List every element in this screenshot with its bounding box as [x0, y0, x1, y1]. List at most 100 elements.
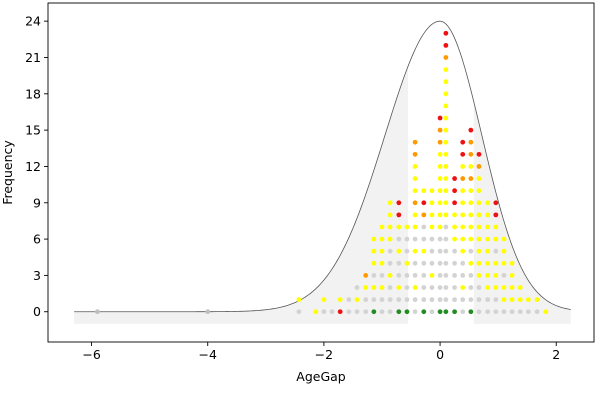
axes-layer: −6 −4 −2 0 2 0 3 6 9 12 15 18 21 24	[25, 2, 595, 362]
data-point	[354, 297, 360, 303]
data-point	[509, 260, 515, 266]
data-point	[404, 297, 410, 303]
data-point	[476, 200, 482, 206]
y-axis-label: Frequency	[0, 140, 15, 205]
data-point	[437, 164, 443, 169]
data-point	[412, 139, 418, 145]
y-tick-label: 3	[33, 268, 41, 283]
data-point	[363, 297, 369, 303]
data-point	[396, 212, 402, 218]
x-tick-label: 2	[552, 347, 560, 362]
data-point	[396, 273, 402, 278]
plot-frame	[47, 2, 595, 343]
data-point	[429, 285, 435, 290]
data-point	[485, 309, 491, 315]
data-point	[443, 103, 449, 109]
data-point	[476, 248, 482, 254]
data-point	[437, 176, 443, 181]
data-point	[509, 297, 515, 303]
data-point	[387, 273, 393, 278]
data-point	[443, 67, 449, 72]
data-point	[543, 309, 549, 315]
x-tick-label: −6	[82, 347, 100, 362]
data-point	[404, 224, 410, 230]
data-point	[460, 285, 466, 290]
data-point	[468, 309, 474, 315]
data-point	[534, 309, 540, 315]
data-point	[296, 309, 302, 315]
data-point	[412, 309, 418, 315]
data-point	[443, 127, 449, 133]
data-point	[509, 273, 515, 278]
data-point	[404, 285, 410, 290]
data-point	[421, 297, 427, 303]
data-point	[429, 297, 435, 303]
data-point	[404, 248, 410, 254]
data-point	[387, 224, 393, 230]
data-point	[371, 309, 377, 315]
x-tick-label: −4	[199, 347, 217, 362]
data-point	[452, 236, 457, 242]
data-point	[485, 212, 491, 218]
data-point	[452, 224, 457, 230]
data-point	[460, 273, 466, 278]
data-point	[485, 273, 491, 278]
data-point	[421, 260, 427, 266]
data-point	[493, 297, 499, 303]
data-point	[460, 200, 466, 206]
data-point	[412, 273, 418, 278]
data-point	[460, 309, 466, 315]
data-point	[476, 224, 482, 230]
data-point	[460, 151, 466, 157]
data-point	[452, 285, 457, 290]
data-point	[443, 309, 449, 315]
data-point	[468, 176, 474, 181]
data-point	[412, 188, 418, 194]
data-point	[396, 297, 402, 303]
density-shade-region	[74, 66, 409, 324]
data-point	[396, 236, 402, 242]
data-point	[437, 297, 443, 303]
data-point	[387, 236, 393, 242]
data-point	[437, 151, 443, 157]
data-point	[476, 212, 482, 218]
data-point	[296, 297, 302, 303]
data-point	[443, 200, 449, 206]
data-point	[468, 260, 474, 266]
data-point	[509, 309, 515, 315]
data-point	[493, 212, 499, 218]
data-point	[460, 248, 466, 254]
data-point	[387, 212, 393, 218]
data-point	[468, 188, 474, 194]
data-point	[404, 260, 410, 266]
data-point	[501, 309, 507, 315]
data-point	[443, 139, 449, 145]
data-point	[443, 285, 449, 290]
data-point	[517, 309, 523, 315]
data-point	[460, 297, 466, 303]
data-point	[354, 285, 360, 290]
data-point	[460, 139, 466, 145]
data-point	[443, 273, 449, 278]
data-point	[476, 151, 482, 157]
data-point	[476, 273, 482, 278]
x-tick-label: 0	[436, 347, 444, 362]
data-point	[387, 285, 393, 290]
data-point	[437, 224, 443, 230]
data-point	[429, 188, 435, 194]
data-point	[421, 224, 427, 230]
data-point	[396, 224, 402, 230]
data-point	[429, 236, 435, 242]
data-point	[429, 273, 435, 278]
data-point	[429, 248, 435, 254]
data-point	[313, 309, 319, 315]
y-tick-label: 18	[25, 86, 41, 101]
data-point	[404, 309, 410, 315]
data-point	[379, 285, 385, 290]
data-point	[525, 309, 531, 315]
data-point	[468, 297, 474, 303]
data-point	[437, 127, 443, 133]
data-point	[437, 200, 443, 206]
data-point	[493, 200, 499, 206]
